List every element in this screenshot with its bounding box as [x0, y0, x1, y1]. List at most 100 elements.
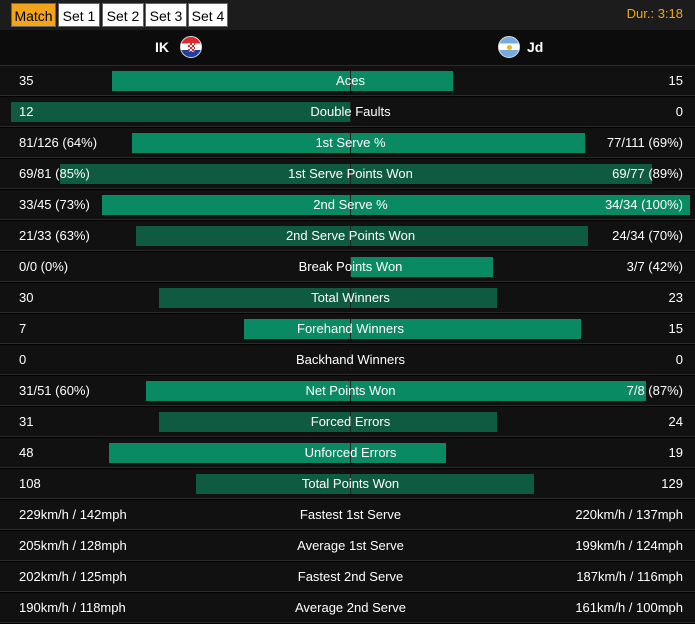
stat-row: 0/0 (0%) Break Points Won 3/7 (42%) [0, 252, 695, 282]
stat-right-value: 34/34 (100%) [604, 197, 683, 212]
stat-bar-left [196, 474, 350, 494]
stat-right-value: 161km/h / 100mph [575, 600, 683, 615]
stat-label: Backhand Winners [295, 352, 406, 367]
stat-bar-right [350, 195, 690, 215]
stat-label: Total Winners [311, 290, 390, 305]
stat-midline [350, 443, 351, 463]
stat-bar-left [244, 319, 350, 339]
stat-bar-left [146, 381, 350, 401]
stat-row: 205km/h / 128mph Average 1st Serve 199km/h… [0, 531, 695, 561]
stat-row: 31 Forced Errors 24 [0, 407, 695, 437]
stat-left-value: 30 [19, 290, 34, 305]
stat-bar-right [350, 288, 497, 308]
stat-label: Unforced Errors [304, 445, 397, 460]
stat-bar-left [112, 71, 350, 91]
stat-left-value: 31/51 (60%) [19, 383, 90, 398]
stat-right-value: 3/7 (42%) [626, 259, 683, 274]
stat-left-value: 205km/h / 128mph [19, 538, 127, 553]
tab-set-3[interactable]: Set 3 [145, 3, 187, 27]
stat-row: 21/33 (63%) 2nd Serve Points Won 24/34 (70… [0, 221, 695, 251]
stat-midline [350, 164, 351, 184]
stat-left-value: 12 [19, 104, 34, 119]
stat-bar-left [159, 288, 350, 308]
stat-left-value: 108 [19, 476, 41, 491]
stat-bar-left [60, 164, 350, 184]
stat-label: Fastest 1st Serve [299, 507, 402, 522]
stat-midline [350, 288, 351, 308]
stat-row: 0 Backhand Winners 0 [0, 345, 695, 375]
croatia-flag-icon [180, 36, 202, 58]
stat-left-value: 202km/h / 125mph [19, 569, 127, 584]
stat-midline [350, 350, 351, 370]
stat-label: 1st Serve % [315, 135, 386, 150]
stat-left-value: 81/126 (64%) [19, 135, 98, 150]
stat-row: 69/81 (85%) 1st Serve Points Won 69/77 (89… [0, 159, 695, 189]
stat-row: 12 Double Faults 0 [0, 97, 695, 127]
stat-left-value: 229km/h / 142mph [19, 507, 127, 522]
stat-row: 108 Total Points Won 129 [0, 469, 695, 499]
stat-midline [350, 71, 351, 91]
argentina-flag-icon [498, 36, 520, 58]
tab-set-4[interactable]: Set 4 [188, 3, 228, 27]
stat-right-value: 7/8 (87%) [626, 383, 683, 398]
stat-midline [350, 319, 351, 339]
stat-row: 48 Unforced Errors 19 [0, 438, 695, 468]
stat-row: 202km/h / 125mph Fastest 2nd Serve 187km/h… [0, 562, 695, 592]
stat-midline [350, 257, 351, 277]
tab-match[interactable]: Match [11, 3, 56, 27]
stat-midline [350, 381, 351, 401]
tab-set-1[interactable]: Set 1 [58, 3, 100, 27]
stat-right-value: 69/77 (89%) [612, 166, 683, 181]
stat-row: 33/45 (73%) 2nd Serve % 34/34 (100%) [0, 190, 695, 220]
stat-right-value: 129 [661, 476, 683, 491]
stat-right-value: 220km/h / 137mph [575, 507, 683, 522]
stat-bar-left [132, 133, 350, 153]
stat-left-value: 0 [19, 352, 27, 367]
stat-right-value: 15 [668, 321, 683, 336]
stat-right-value: 0 [675, 104, 683, 119]
stat-bar-right [350, 319, 581, 339]
stat-midline [350, 195, 351, 215]
stat-bar-left [109, 443, 350, 463]
stat-label: Net Points Won [305, 383, 396, 398]
stat-bar-right [350, 133, 585, 153]
stat-label: 2nd Serve % [313, 197, 388, 212]
stat-left-value: 21/33 (63%) [19, 228, 90, 243]
stat-left-value: 0/0 (0%) [19, 259, 69, 274]
stat-label: 2nd Serve Points Won [285, 228, 416, 243]
stat-label: Forehand Winners [297, 321, 404, 336]
stat-label: Average 2nd Serve [294, 600, 407, 615]
match-duration: Dur.: 3:18 [626, 6, 683, 21]
stat-left-value: 69/81 (85%) [19, 166, 90, 181]
tab-set-2[interactable]: Set 2 [102, 3, 144, 27]
stat-midline [350, 133, 351, 153]
stat-bar-right [350, 164, 652, 184]
stat-row: 31/51 (60%) Net Points Won 7/8 (87%) [0, 376, 695, 406]
stat-bar-left [11, 102, 350, 122]
stat-left-value: 33/45 (73%) [19, 197, 90, 212]
stat-bar-right [350, 71, 453, 91]
stat-label: Double Faults [310, 104, 391, 119]
stat-right-value: 15 [668, 73, 683, 88]
stat-midline [350, 412, 351, 432]
stat-right-value: 19 [668, 445, 683, 460]
stat-right-value: 23 [668, 290, 683, 305]
stat-bar-right [350, 381, 646, 401]
stat-row: 30 Total Winners 23 [0, 283, 695, 313]
stat-left-value: 190km/h / 118mph [19, 600, 126, 615]
stat-row: 81/126 (64%) 1st Serve % 77/111 (69%) [0, 128, 695, 158]
stat-right-value: 0 [675, 352, 683, 367]
stat-bar-left [102, 195, 350, 215]
stat-label: 1st Serve Points Won [288, 166, 413, 181]
player-left-name: IK [155, 39, 169, 55]
stat-right-value: 199km/h / 124mph [575, 538, 683, 553]
stat-bar-left [136, 226, 350, 246]
stat-right-value: 24 [668, 414, 683, 429]
top-bar: Match Set 1 Set 2 Set 3 Set 4 Dur.: 3:18 [0, 0, 695, 30]
stat-left-value: 48 [19, 445, 34, 460]
stat-left-value: 7 [19, 321, 27, 336]
stat-right-value: 77/111 (69%) [606, 135, 683, 150]
players-header: IK Jd [0, 30, 695, 66]
stat-right-value: 24/34 (70%) [612, 228, 683, 243]
stat-right-value: 187km/h / 116mph [576, 569, 683, 584]
